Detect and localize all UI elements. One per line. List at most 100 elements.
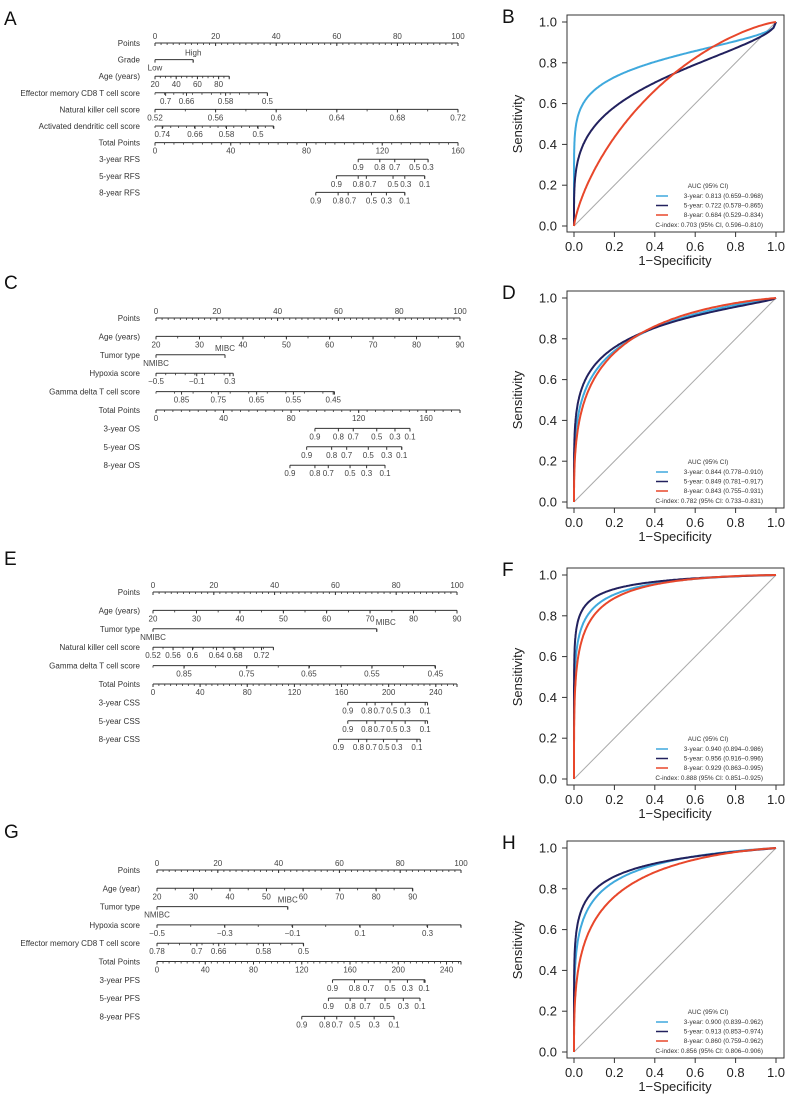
tick-label: 0.3 bbox=[400, 725, 412, 734]
tick-label: 200 bbox=[382, 688, 396, 697]
tick-label: 0.1 bbox=[411, 743, 423, 752]
y-tick-label: 0.4 bbox=[539, 413, 557, 428]
tick-label: 160 bbox=[451, 147, 465, 156]
y-tick-label: 0.0 bbox=[539, 495, 557, 510]
tick-label: 20 bbox=[209, 581, 218, 590]
y-axis-label: Sensitivity bbox=[510, 370, 525, 429]
nomogram-row: Gamma delta T cell score 0.85 0.75 0.65 0.55… bbox=[49, 388, 341, 405]
tick-label: 0.58 bbox=[219, 130, 235, 139]
tick-label: 50 bbox=[282, 340, 291, 349]
tick-label: 0.68 bbox=[227, 651, 243, 660]
tick-label: MIBC bbox=[278, 896, 298, 905]
tick-label: 120 bbox=[352, 414, 366, 423]
tick-label: 0.9 bbox=[323, 1002, 335, 1011]
tick-label: 0.5 bbox=[262, 97, 274, 106]
row-label: Points bbox=[118, 588, 140, 597]
x-tick-label: 0.0 bbox=[565, 515, 583, 530]
roc-curve-3 bbox=[573, 297, 777, 502]
c-index-label: C-index: 0.888 (95% CI: 0.851–0.925) bbox=[655, 775, 763, 782]
reference-diagonal bbox=[573, 21, 777, 227]
tick-label: 0.66 bbox=[211, 947, 227, 956]
tick-label: 0.8 bbox=[374, 163, 386, 172]
x-tick-label: 0.8 bbox=[727, 515, 745, 530]
tick-label: 120 bbox=[288, 688, 302, 697]
row-label: Hypoxia score bbox=[89, 921, 140, 930]
tick-label: 0.8 bbox=[349, 984, 361, 993]
plot-frame bbox=[566, 14, 785, 233]
tick-label: 40 bbox=[273, 307, 282, 316]
nomogram-row: 8-year RFS 0.9 0.8 0.7 0.5 0.3 0.1 bbox=[99, 188, 411, 205]
nomogram-row: Hypoxia score −0.5 −0.1 0.3 bbox=[89, 369, 236, 386]
tick-label: 20 bbox=[153, 892, 162, 901]
tick-label: 0.45 bbox=[428, 670, 444, 679]
y-tick-label: 0.6 bbox=[539, 372, 557, 387]
tick-label: 30 bbox=[189, 892, 198, 901]
tick-label: 60 bbox=[322, 614, 331, 623]
legend-entry: 3-year: 0.813 (0.659–0.968) bbox=[684, 193, 763, 200]
tick-label: 0.8 bbox=[333, 432, 345, 441]
panel-letter: F bbox=[502, 560, 514, 581]
tick-label: 0.8 bbox=[345, 1002, 357, 1011]
tick-label: 0.5 bbox=[409, 163, 421, 172]
legend-entry: 5-year: 0.913 (0.853–0.974) bbox=[684, 1029, 763, 1036]
tick-label: 0.9 bbox=[342, 706, 354, 715]
tick-label: 0.6 bbox=[187, 651, 199, 660]
tick-label: 80 bbox=[243, 688, 252, 697]
nomogram-row: Points 0 20 40 60 80 100 bbox=[118, 307, 467, 323]
nomogram-row: 3-year CSS 0.9 0.8 0.7 0.5 0.3 0.1 bbox=[99, 698, 432, 715]
tick-label: 0.8 bbox=[326, 451, 338, 460]
tick-label: 0.3 bbox=[400, 706, 412, 715]
tick-label: 0.9 bbox=[310, 196, 322, 205]
tick-label: 0.9 bbox=[309, 432, 321, 441]
row-label: 8-year PFS bbox=[100, 1012, 140, 1021]
x-tick-label: 1.0 bbox=[767, 239, 785, 254]
tick-label: NMIBC bbox=[140, 633, 166, 642]
tick-label: 100 bbox=[453, 307, 467, 316]
tick-label: 120 bbox=[376, 147, 390, 156]
roc-curve-2 bbox=[573, 297, 777, 502]
tick-label: 0.9 bbox=[301, 451, 313, 460]
tick-label: 40 bbox=[196, 688, 205, 697]
tick-label: 240 bbox=[429, 688, 443, 697]
tick-label: 0.5 bbox=[298, 947, 310, 956]
nomogram-row: Total Points 0 40 80 120 160 200 240 bbox=[99, 680, 458, 697]
tick-label: 0.7 bbox=[366, 743, 378, 752]
row-label: Points bbox=[118, 39, 140, 48]
tick-label: 0.5 bbox=[387, 180, 399, 189]
tick-label: 0 bbox=[151, 581, 156, 590]
row-label: 3-year OS bbox=[104, 424, 140, 433]
tick-label: 0.5 bbox=[385, 984, 397, 993]
tick-label: 0.65 bbox=[249, 396, 265, 405]
tick-label: 0.1 bbox=[420, 706, 432, 715]
x-tick-label: 0.2 bbox=[605, 239, 623, 254]
tick-label: 0.7 bbox=[191, 947, 203, 956]
x-tick-label: 0.4 bbox=[646, 239, 664, 254]
tick-label: 90 bbox=[453, 614, 462, 623]
tick-label: 0.56 bbox=[165, 651, 181, 660]
tick-label: 0.3 bbox=[398, 1002, 410, 1011]
tick-label: 0.9 bbox=[333, 743, 345, 752]
tick-label: 0.66 bbox=[187, 130, 203, 139]
tick-label: 0.6 bbox=[271, 113, 283, 122]
tick-label: 0.7 bbox=[374, 706, 386, 715]
tick-label: 0.3 bbox=[381, 451, 393, 460]
x-tick-label: 0.4 bbox=[646, 1065, 664, 1080]
tick-label: −0.5 bbox=[148, 377, 164, 386]
tick-label: 0.1 bbox=[420, 725, 432, 734]
c-index-label: C-index: 0.856 (95% CI: 0.806–0.906) bbox=[655, 1048, 763, 1055]
tick-label: 0.85 bbox=[176, 670, 192, 679]
panel-g: G Points 0 20 40 60 80 100 Age (year) 20 30 40 50 60 7… bbox=[4, 822, 468, 1029]
tick-label: 40 bbox=[274, 859, 283, 868]
c-index-label: C-index: 0.703 (95% CI, 0.596–0.810) bbox=[655, 222, 763, 229]
tick-label: 0.3 bbox=[381, 196, 393, 205]
nomogram-row: Natural killer cell score 0.52 0.56 0.6 0.64… bbox=[60, 105, 467, 122]
row-label: Tumor type bbox=[100, 625, 141, 634]
tick-label: 0.1 bbox=[379, 469, 391, 478]
tick-label: 0.7 bbox=[348, 432, 360, 441]
nomogram-row: 5-year PFS 0.9 0.8 0.7 0.5 0.3 0.1 bbox=[100, 994, 427, 1011]
legend-entry: 5-year: 0.722 (0.578–0.865) bbox=[684, 203, 763, 210]
tick-label: 20 bbox=[151, 80, 160, 89]
